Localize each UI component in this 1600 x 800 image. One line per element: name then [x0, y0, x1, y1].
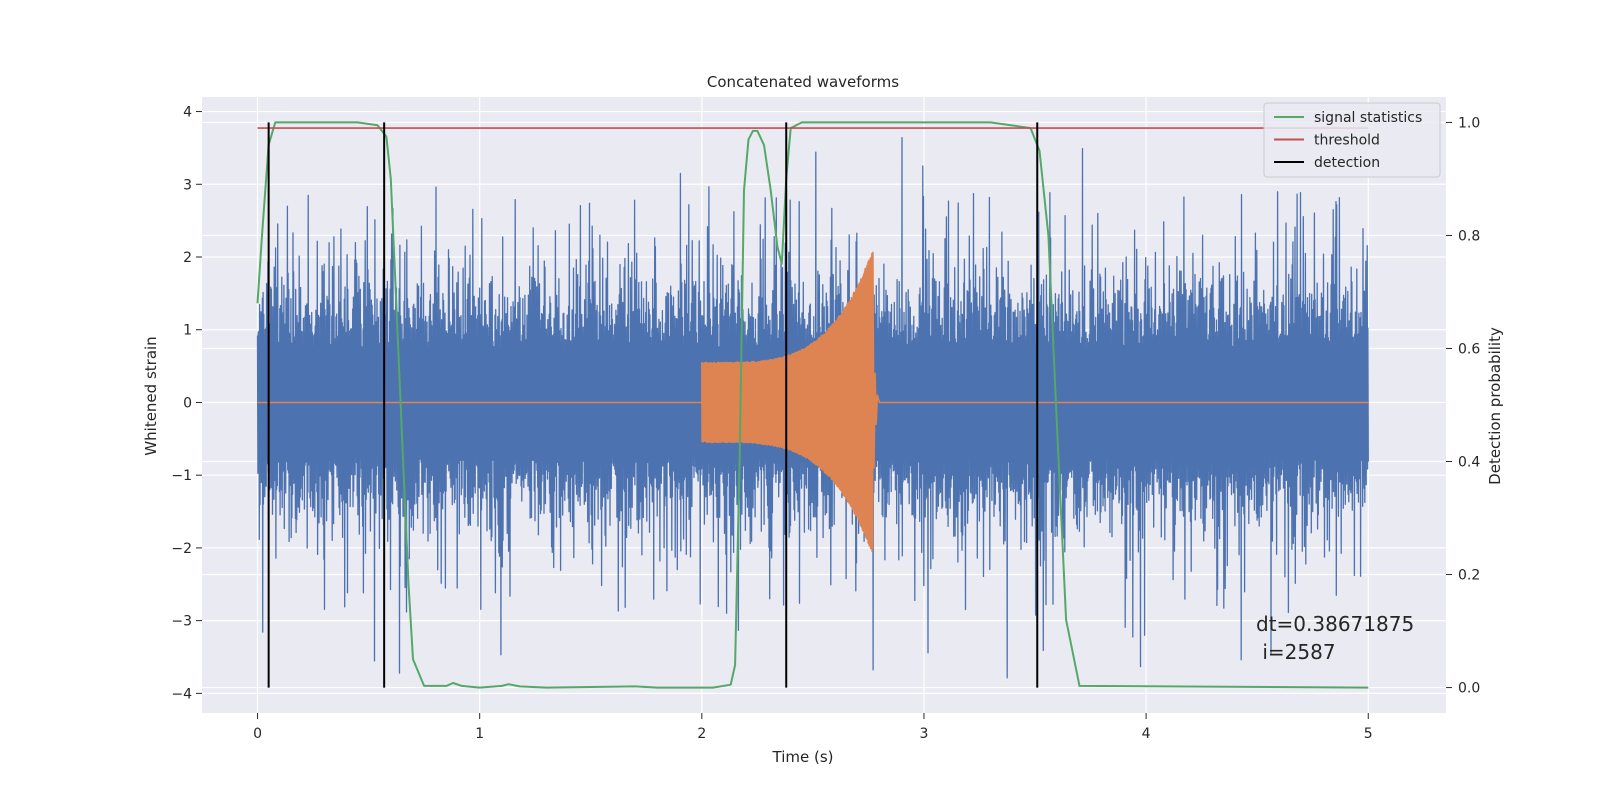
legend-entry: signal statistics — [1314, 110, 1422, 126]
y2-tick-label: 0.0 — [1458, 681, 1480, 697]
legend-entry: threshold — [1314, 133, 1380, 149]
y2-tick-label: 0.4 — [1458, 455, 1480, 471]
annotation-i: i=2587 — [1256, 640, 1336, 664]
x-tick-label: 3 — [920, 726, 929, 742]
x-tick-label: 2 — [697, 726, 706, 742]
y2-tick-label: 0.6 — [1458, 341, 1480, 357]
y-axis-label: Whitened strain — [142, 336, 160, 455]
legend-box — [1263, 102, 1441, 178]
x-axis-label: Time (s) — [772, 748, 834, 766]
y-tick-label: −3 — [171, 614, 192, 630]
y-tick-label: 4 — [183, 105, 192, 121]
legend-entry: detection — [1314, 155, 1380, 171]
x-tick-label: 4 — [1142, 726, 1151, 742]
x-tick-label: 0 — [253, 726, 262, 742]
x-tick-label: 1 — [475, 726, 484, 742]
y-tick-label: 0 — [183, 395, 192, 411]
y2-tick-label: 0.8 — [1458, 228, 1480, 244]
template-line — [257, 251, 1369, 552]
y-tick-label: 1 — [183, 323, 192, 339]
series-layer — [256, 121, 1369, 689]
y2-tick-label: 1.0 — [1458, 115, 1480, 131]
y-tick-label: 2 — [183, 250, 192, 266]
chart-title: Concatenated waveforms — [707, 73, 899, 91]
y-tick-label: −1 — [171, 468, 192, 484]
x-tick-label: 5 — [1364, 726, 1373, 742]
y-tick-label: 3 — [183, 177, 192, 193]
y-tick-label: −2 — [171, 541, 192, 557]
y2-tick-label: 0.2 — [1458, 568, 1480, 584]
legend: signal statistics threshold detection — [1263, 102, 1441, 178]
annotation-dt: dt=0.38671875 — [1256, 612, 1414, 636]
axes-layer: 0 1 2 3 4 5 −4 −3 −2 −1 0 1 2 3 4 0.0 0.2 0.4 0.6 0.8 1.0 — [171, 105, 1480, 742]
y-tick-label: −4 — [171, 686, 192, 702]
y2-axis-label: Detection probability — [1486, 327, 1504, 485]
